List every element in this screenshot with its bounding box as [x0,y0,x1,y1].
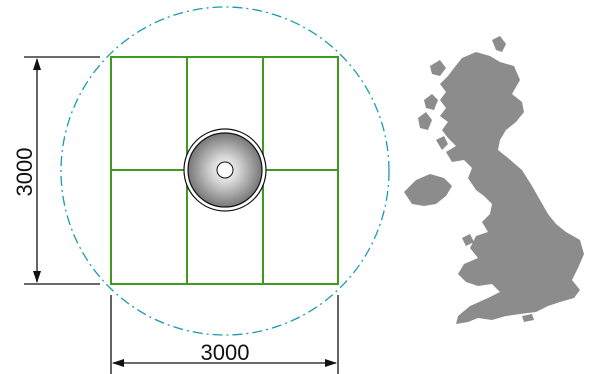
dimension-label-vertical: 3000 [12,148,37,197]
pole-base-icon [183,128,267,212]
great-britain-map-icon [404,36,584,324]
dimension-label-horizontal: 3000 [201,340,250,365]
clearance-circle [60,6,390,336]
dimension-vertical [24,56,100,285]
dimension-horizontal [110,295,339,374]
